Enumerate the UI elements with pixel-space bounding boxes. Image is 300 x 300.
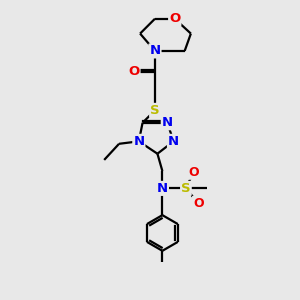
Text: N: N (168, 135, 179, 148)
Text: N: N (157, 182, 168, 195)
Text: O: O (188, 166, 199, 179)
Text: N: N (162, 116, 173, 129)
Text: N: N (133, 135, 144, 148)
Text: O: O (169, 12, 180, 25)
Text: O: O (128, 65, 140, 79)
Text: S: S (181, 182, 191, 195)
Text: O: O (193, 197, 204, 210)
Text: S: S (150, 104, 160, 117)
Text: N: N (149, 44, 161, 57)
